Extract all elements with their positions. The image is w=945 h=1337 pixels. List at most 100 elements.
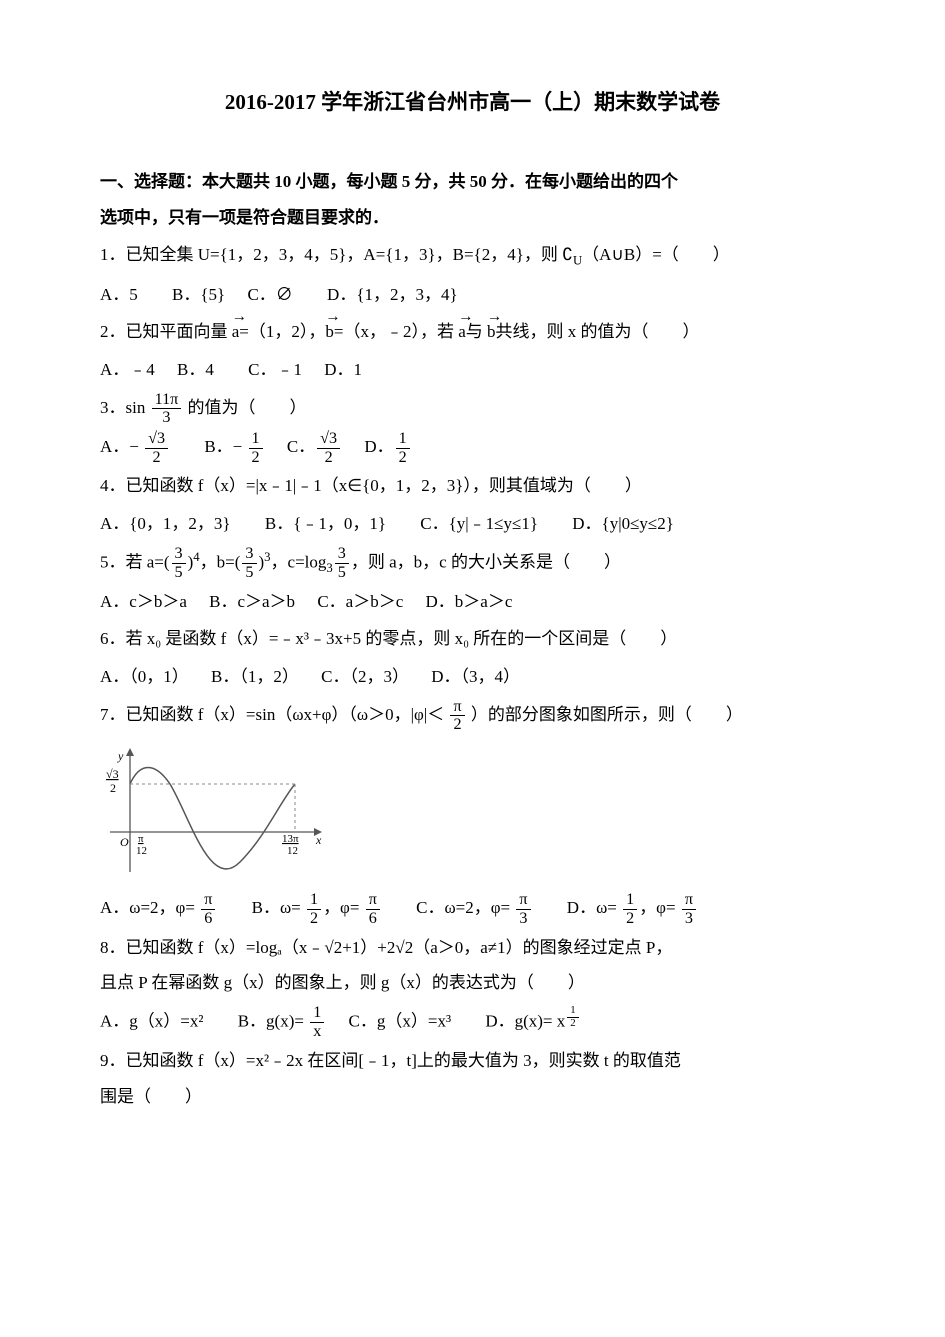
q3-optC-num: √3 xyxy=(317,430,340,449)
q7-num: π xyxy=(450,698,464,717)
q5-a-num: 3 xyxy=(172,545,186,564)
vec-a2: a xyxy=(458,322,466,341)
q8-options: A．g（x）=x² B．g(x)= 1x C．g（x）=x³ D．g(x)= x… xyxy=(100,1003,845,1041)
q7-optD-pre: D．ω= xyxy=(567,898,621,917)
q7-optD-frac2: π3 xyxy=(682,891,696,928)
question-6: 6．若 x₀ 是函数 f（x）=﹣x³﹣3x+5 的零点，则 x₀ 所在的一个区… xyxy=(100,621,845,657)
q7-optA-den: 6 xyxy=(201,910,215,928)
vec-a: a xyxy=(232,322,240,341)
q3-optA-pre: A．− xyxy=(100,437,143,456)
q3-t2: 的值为（ ） xyxy=(183,398,306,417)
question-7: 7．已知函数 f（x）=sin（ωx+φ）（ω＞0，|φ|＜ π2 ）的部分图象… xyxy=(100,697,845,734)
q8-t1: 8．已知函数 f（x）=logₐ（x﹣√2+1）+2√2（a＞0，a≠1）的图象… xyxy=(100,938,672,957)
q5-optD: D．b＞a＞c xyxy=(426,592,513,611)
q7-optD-num1: 1 xyxy=(623,891,637,910)
question-3: 3．sin 11π3 的值为（ ） xyxy=(100,390,845,427)
q7-optC-pre: C．ω=2，φ= xyxy=(416,898,514,917)
q1-optD: D．{1，2，3，4} xyxy=(327,285,458,304)
q3-optA-frac: √32 xyxy=(145,430,168,467)
q7-optC-den: 3 xyxy=(516,910,530,928)
q5-c-base: 3 xyxy=(326,561,332,575)
vector-b2-icon: b xyxy=(487,314,496,350)
q8-optC: C．g（x）=x³ xyxy=(349,1012,452,1031)
q7-optA-num: π xyxy=(201,891,215,910)
q7-optB-pre: B．ω= xyxy=(252,898,305,917)
q2-optA: A．﹣4 xyxy=(100,360,155,379)
q5-t6: ，则 a，b，c 的大小关系是（ ） xyxy=(351,552,621,571)
q1-optC: C．∅ xyxy=(247,285,292,304)
q8-optD-pre: D．g(x)= x xyxy=(485,1012,565,1031)
q9-t1: 9．已知函数 f（x）=x²﹣2x 在区间[﹣1，t]上的最大值为 3，则实数 … xyxy=(100,1051,681,1070)
q7-optB-mid: ，φ= xyxy=(323,898,364,917)
sine-graph-icon: √32 O π12 13π12 x y xyxy=(100,742,330,882)
q4-optD: D．{y|0≤y≤2} xyxy=(572,514,674,533)
vec-b: b xyxy=(325,322,334,341)
q7-optA-frac: π6 xyxy=(201,891,215,928)
q5-c-num: 3 xyxy=(335,545,349,564)
q2-options: A．﹣4 B．4 C．﹣1 D．1 xyxy=(100,352,845,388)
svg-text:x: x xyxy=(315,833,322,847)
q2-optB: B．4 xyxy=(177,360,214,379)
q3-optD-num: 1 xyxy=(396,430,410,449)
q5-t5: ，c=log xyxy=(271,552,327,571)
q1-text2: （A∪B）=（ ） xyxy=(582,245,730,264)
q7-optB-num2: π xyxy=(366,891,380,910)
q5-options: A．c＞b＞a B．c＞a＞b C．a＞b＞c D．b＞a＞c xyxy=(100,584,845,620)
q2-t5: 共线，则 x 的值为（ ） xyxy=(496,322,700,341)
q5-b-frac: 35 xyxy=(242,545,256,582)
vector-a2-icon: a xyxy=(458,314,466,350)
q5-b-num: 3 xyxy=(242,545,256,564)
q8-optB-frac: 1x xyxy=(310,1004,324,1041)
q5-c-frac: 35 xyxy=(335,545,349,582)
q4-text: 4．已知函数 f（x）=|x﹣1|﹣1（x∈{0，1，2，3}），则其值域为（ … xyxy=(100,476,642,495)
q4-options: A．{0，1，2，3} B．{﹣1，0，1} C．{y|﹣1≤y≤1} D．{y… xyxy=(100,506,845,542)
page-title: 2016-2017 学年浙江省台州市高一（上）期末数学试卷 xyxy=(100,80,845,124)
q7-optD-frac1: 12 xyxy=(623,891,637,928)
q7-optD-den2: 3 xyxy=(682,910,696,928)
q5-optC: C．a＞b＞c xyxy=(317,592,403,611)
q3-num: 11π xyxy=(152,391,182,410)
q8-optD-den: 2 xyxy=(567,1018,578,1030)
section-header-line2: 选项中，只有一项是符合题目要求的． xyxy=(100,208,389,227)
q3-optB-pre: B．− xyxy=(204,437,246,456)
q5-optB: B．c＞a＞b xyxy=(209,592,295,611)
q8-optA: A．g（x）=x² xyxy=(100,1012,203,1031)
q5-c-den: 5 xyxy=(335,564,349,582)
q8-optD-frac: 12 xyxy=(567,1005,578,1030)
q5-a-den: 5 xyxy=(172,564,186,582)
q7-optA-pre: A．ω=2，φ= xyxy=(100,898,199,917)
q3-optD-frac: 12 xyxy=(396,430,410,467)
q3-optB-frac: 12 xyxy=(249,430,263,467)
q6-optC: C．（2，3） xyxy=(321,667,409,686)
q6-optB: B．（1，2） xyxy=(211,667,299,686)
q1-sub: U xyxy=(573,254,582,268)
q3-optD-den: 2 xyxy=(396,449,410,467)
q3-optB-num: 1 xyxy=(249,430,263,449)
q7-optD-den1: 2 xyxy=(623,910,637,928)
q5-t3: ，b=( xyxy=(200,552,241,571)
q7-optB-den1: 2 xyxy=(307,910,321,928)
q7-t1: 7．已知函数 f（x）=sin（ωx+φ）（ω＞0，|φ|＜ xyxy=(100,705,448,724)
svg-text:O: O xyxy=(120,835,129,849)
q2-t1: 2．已知平面向量 xyxy=(100,322,232,341)
q4-optA: A．{0，1，2，3} xyxy=(100,514,231,533)
section-header-line1: 一、选择题：本大题共 10 小题，每小题 5 分，共 50 分．在每小题给出的四… xyxy=(100,172,678,191)
q2-t2: =（1，2）， xyxy=(239,322,325,341)
question-4: 4．已知函数 f（x）=|x﹣1|﹣1（x∈{0，1，2，3}），则其值域为（ … xyxy=(100,468,845,504)
q7-frac: π2 xyxy=(450,698,464,735)
q5-b-den: 5 xyxy=(242,564,256,582)
q3-optC-frac: √32 xyxy=(317,430,340,467)
vec-b2: b xyxy=(487,322,496,341)
q8-t2: 且点 P 在幂函数 g（x）的图象上，则 g（x）的表达式为（ ） xyxy=(100,973,585,992)
q3-optB-den: 2 xyxy=(249,449,263,467)
question-9: 9．已知函数 f（x）=x²﹣2x 在区间[﹣1，t]上的最大值为 3，则实数 … xyxy=(100,1043,845,1114)
q3-optC-pre: C． xyxy=(287,437,315,456)
q3-den: 3 xyxy=(152,409,182,427)
q7-optD-num2: π xyxy=(682,891,696,910)
q5-optA: A．c＞b＞a xyxy=(100,592,187,611)
q9-t2: 围是（ ） xyxy=(100,1087,202,1106)
q5-t1: 5．若 a=( xyxy=(100,552,170,571)
q3-options: A．− √32 B．− 12 C．√32 D．12 xyxy=(100,429,845,466)
q7-den: 2 xyxy=(450,716,464,734)
q7-optD-mid: ，φ= xyxy=(639,898,680,917)
